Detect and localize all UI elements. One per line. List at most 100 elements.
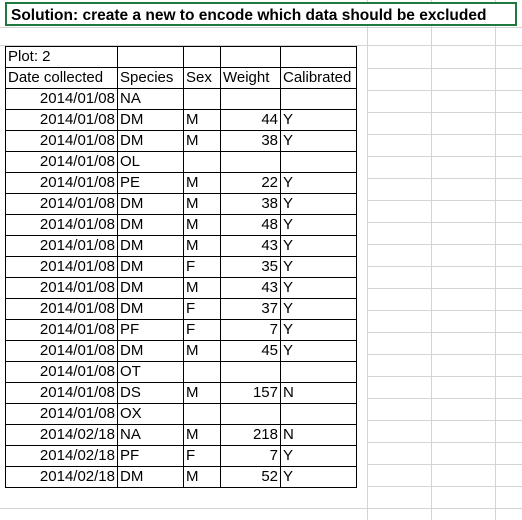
header-sex[interactable]: Sex (183, 67, 221, 89)
calibrated-cell[interactable]: Y (280, 319, 357, 341)
header-weight[interactable]: Weight (220, 67, 281, 89)
empty-cell[interactable] (183, 46, 221, 68)
species-cell[interactable]: DM (117, 214, 184, 236)
calibrated-cell[interactable] (280, 88, 357, 110)
weight-cell[interactable]: 157 (220, 382, 281, 404)
weight-cell[interactable]: 43 (220, 235, 281, 257)
date-cell[interactable]: 2014/01/08 (5, 109, 118, 131)
header-date-collected[interactable]: Date collected (5, 67, 118, 89)
calibrated-cell[interactable]: N (280, 382, 357, 404)
calibrated-cell[interactable]: Y (280, 130, 357, 152)
calibrated-cell[interactable]: Y (280, 193, 357, 215)
weight-cell[interactable]: 218 (220, 424, 281, 446)
date-cell[interactable]: 2014/01/08 (5, 361, 118, 383)
sex-cell[interactable]: M (183, 193, 221, 215)
empty-cell[interactable] (220, 46, 281, 68)
sex-cell[interactable]: M (183, 235, 221, 257)
calibrated-cell[interactable]: Y (280, 109, 357, 131)
sex-cell[interactable]: F (183, 256, 221, 278)
weight-cell[interactable]: 52 (220, 466, 281, 488)
date-cell[interactable]: 2014/01/08 (5, 172, 118, 194)
species-cell[interactable]: DM (117, 235, 184, 257)
species-cell[interactable]: DM (117, 298, 184, 320)
date-cell[interactable]: 2014/01/08 (5, 193, 118, 215)
weight-cell[interactable]: 35 (220, 256, 281, 278)
date-cell[interactable]: 2014/01/08 (5, 88, 118, 110)
weight-cell[interactable]: 44 (220, 109, 281, 131)
weight-cell[interactable] (220, 403, 281, 425)
date-cell[interactable]: 2014/01/08 (5, 130, 118, 152)
sex-cell[interactable]: M (183, 214, 221, 236)
sex-cell[interactable]: F (183, 445, 221, 467)
calibrated-cell[interactable]: Y (280, 214, 357, 236)
sex-cell[interactable]: M (183, 466, 221, 488)
date-cell[interactable]: 2014/02/18 (5, 424, 118, 446)
calibrated-cell[interactable]: Y (280, 445, 357, 467)
sex-cell[interactable] (183, 403, 221, 425)
date-cell[interactable]: 2014/01/08 (5, 382, 118, 404)
header-species[interactable]: Species (117, 67, 184, 89)
calibrated-cell[interactable]: N (280, 424, 357, 446)
date-cell[interactable]: 2014/01/08 (5, 151, 118, 173)
sex-cell[interactable]: M (183, 172, 221, 194)
weight-cell[interactable]: 7 (220, 319, 281, 341)
calibrated-cell[interactable]: Y (280, 277, 357, 299)
species-cell[interactable]: PE (117, 172, 184, 194)
sex-cell[interactable]: M (183, 340, 221, 362)
date-cell[interactable]: 2014/02/18 (5, 445, 118, 467)
sex-cell[interactable] (183, 151, 221, 173)
date-cell[interactable]: 2014/01/08 (5, 277, 118, 299)
date-cell[interactable]: 2014/02/18 (5, 466, 118, 488)
date-cell[interactable]: 2014/01/08 (5, 403, 118, 425)
sex-cell[interactable] (183, 88, 221, 110)
date-cell[interactable]: 2014/01/08 (5, 256, 118, 278)
sex-cell[interactable]: M (183, 424, 221, 446)
sex-cell[interactable]: F (183, 298, 221, 320)
calibrated-cell[interactable]: Y (280, 298, 357, 320)
calibrated-cell[interactable] (280, 151, 357, 173)
date-cell[interactable]: 2014/01/08 (5, 235, 118, 257)
weight-cell[interactable] (220, 88, 281, 110)
species-cell[interactable]: DS (117, 382, 184, 404)
calibrated-cell[interactable]: Y (280, 235, 357, 257)
date-cell[interactable]: 2014/01/08 (5, 319, 118, 341)
empty-cell[interactable] (117, 46, 184, 68)
weight-cell[interactable]: 45 (220, 340, 281, 362)
species-cell[interactable]: OX (117, 403, 184, 425)
selected-title-cell[interactable]: Solution: create a new to encode which d… (5, 2, 517, 26)
calibrated-cell[interactable]: Y (280, 466, 357, 488)
weight-cell[interactable]: 38 (220, 193, 281, 215)
sex-cell[interactable]: M (183, 109, 221, 131)
calibrated-cell[interactable]: Y (280, 256, 357, 278)
species-cell[interactable]: DM (117, 109, 184, 131)
species-cell[interactable]: PF (117, 319, 184, 341)
species-cell[interactable]: DM (117, 130, 184, 152)
weight-cell[interactable]: 38 (220, 130, 281, 152)
species-cell[interactable]: DM (117, 193, 184, 215)
calibrated-cell[interactable]: Y (280, 340, 357, 362)
species-cell[interactable]: DM (117, 277, 184, 299)
calibrated-cell[interactable]: Y (280, 172, 357, 194)
date-cell[interactable]: 2014/01/08 (5, 214, 118, 236)
calibrated-cell[interactable] (280, 361, 357, 383)
weight-cell[interactable]: 48 (220, 214, 281, 236)
sex-cell[interactable]: M (183, 382, 221, 404)
header-calibrated[interactable]: Calibrated (280, 67, 357, 89)
species-cell[interactable]: OL (117, 151, 184, 173)
species-cell[interactable]: NA (117, 424, 184, 446)
sex-cell[interactable]: M (183, 277, 221, 299)
empty-cell[interactable] (280, 46, 357, 68)
date-cell[interactable]: 2014/01/08 (5, 340, 118, 362)
species-cell[interactable]: DM (117, 340, 184, 362)
sex-cell[interactable] (183, 361, 221, 383)
plot-label-cell[interactable]: Plot: 2 (5, 46, 118, 68)
date-cell[interactable]: 2014/01/08 (5, 298, 118, 320)
weight-cell[interactable]: 7 (220, 445, 281, 467)
species-cell[interactable]: DM (117, 256, 184, 278)
weight-cell[interactable]: 37 (220, 298, 281, 320)
weight-cell[interactable] (220, 361, 281, 383)
sex-cell[interactable]: F (183, 319, 221, 341)
weight-cell[interactable] (220, 151, 281, 173)
species-cell[interactable]: OT (117, 361, 184, 383)
species-cell[interactable]: DM (117, 466, 184, 488)
